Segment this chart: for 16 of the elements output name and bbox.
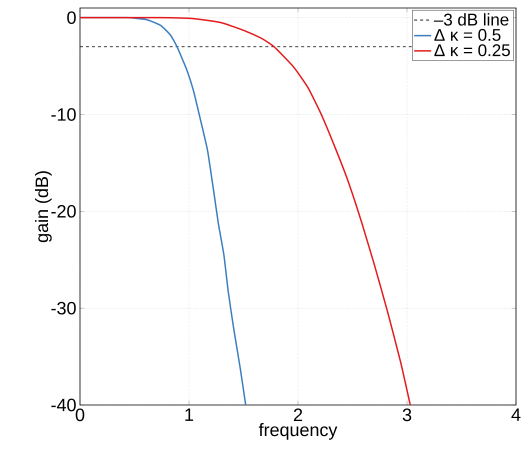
y-tick-label: -30 — [51, 302, 76, 315]
legend-label: Δ κ = 0.25 — [434, 44, 510, 56]
x-tick-label: 3 — [402, 408, 412, 422]
legend-label: Δ κ = 0.5 — [434, 28, 500, 41]
legend-label: –3 dB line — [434, 13, 508, 26]
y-tick-label: 0 — [67, 11, 76, 24]
x-axis-title: frequency — [258, 423, 338, 440]
y-axis-title: gain (dB) — [35, 171, 52, 242]
x-tick-label: 2 — [294, 408, 302, 422]
x-tick-label: 1 — [185, 408, 194, 421]
y-tick-label: -40 — [51, 398, 76, 412]
y-tick-label: -10 — [51, 108, 76, 121]
line-series — [80, 16, 412, 405]
x-tick-label: 4 — [511, 408, 520, 421]
x-tick-label: 0 — [76, 408, 84, 422]
y-tick-label: -20 — [51, 204, 76, 218]
